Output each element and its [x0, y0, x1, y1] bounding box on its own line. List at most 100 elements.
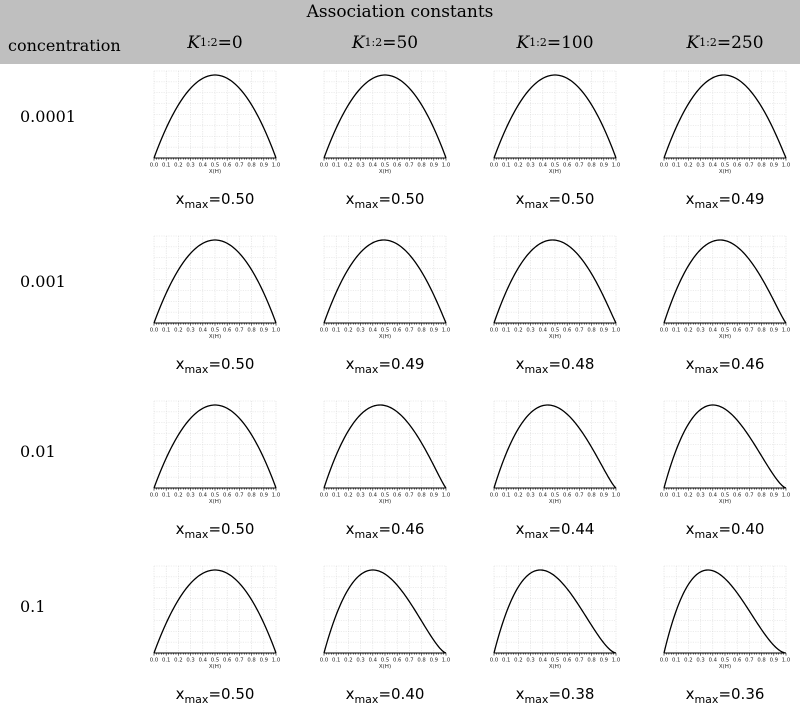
x-tick-label: 0.7 — [405, 658, 413, 664]
x-tick-label: 0.5 — [551, 328, 559, 334]
x-axis-label: X(H) — [549, 334, 561, 340]
xmax-value: 0.50 — [391, 190, 425, 208]
x-tick-label: 0.5 — [551, 493, 559, 499]
plot-svg: 0.0 0.1 0.2 0.3 0.4 0.5 0.6 0.7 0.8 0.9 1.0 X(H) — [490, 70, 621, 175]
xmax-subscript: max — [694, 363, 719, 376]
x-axis-label: X(H) — [549, 499, 561, 505]
x-tick-label: 0.3 — [186, 163, 194, 169]
x-tick-label: 0.1 — [502, 328, 510, 334]
xmax-label: xmax=0.50 — [145, 685, 285, 706]
column-header: K1:2=250 — [665, 33, 785, 53]
x-tick-label: 0.6 — [733, 328, 742, 334]
header-band: Association constants concentration K1:2… — [0, 0, 800, 64]
x-tick-label: 0.1 — [162, 493, 170, 499]
xmax-symbol: x — [175, 355, 185, 373]
x-tick-label: 0.1 — [672, 658, 680, 664]
xmax-equals: = — [718, 520, 732, 538]
plot-svg: 0.0 0.1 0.2 0.3 0.4 0.5 0.6 0.7 0.8 0.9 1.0 X(H) — [490, 235, 621, 340]
x-tick-label: 0.1 — [332, 658, 340, 664]
data-curve — [153, 239, 277, 324]
x-tick-label: 0.0 — [320, 163, 329, 169]
x-tick-label: 0.1 — [502, 658, 510, 664]
x-tick-label: 0.9 — [770, 493, 778, 499]
k-superscript: 1:2 — [364, 36, 383, 49]
x-tick-label: 0.2 — [684, 163, 692, 169]
x-tick-label: 0.7 — [575, 328, 583, 334]
k-value: =0 — [217, 33, 243, 53]
x-tick-label: 0.6 — [393, 328, 402, 334]
k-symbol: K — [351, 33, 365, 53]
x-tick-label: 0.8 — [757, 493, 766, 499]
data-curve — [663, 74, 787, 159]
plot-panel: 0.0 0.1 0.2 0.3 0.4 0.5 0.6 0.7 0.8 0.9 1.0 X(H) — [485, 231, 625, 345]
x-tick-label: 0.3 — [526, 493, 534, 499]
x-tick-label: 1.0 — [612, 163, 621, 169]
x-tick-label: 0.4 — [199, 658, 208, 664]
xmax-symbol: x — [515, 520, 525, 538]
x-tick-label: 0.4 — [369, 328, 378, 334]
x-tick-label: 0.9 — [770, 163, 778, 169]
gridlines — [153, 400, 277, 489]
gridlines — [663, 70, 787, 159]
xmax-equals: = — [208, 355, 222, 373]
x-tick-label: 0.8 — [587, 658, 596, 664]
x-tick-label: 0.3 — [696, 658, 704, 664]
xmax-label: xmax=0.36 — [655, 685, 795, 706]
x-tick-label: 0.2 — [174, 658, 182, 664]
x-tick-label: 0.4 — [369, 493, 378, 499]
x-tick-label: 0.7 — [235, 163, 243, 169]
xmax-symbol: x — [345, 355, 355, 373]
x-axis-label: X(H) — [379, 334, 391, 340]
x-tick-label: 0.2 — [684, 493, 692, 499]
x-tick-label: 1.0 — [612, 493, 621, 499]
x-tick-label: 1.0 — [782, 493, 791, 499]
x-tick-label: 0.2 — [684, 328, 692, 334]
x-axis-label: X(H) — [379, 499, 391, 505]
x-tick-label: 1.0 — [272, 658, 281, 664]
x-tick-label: 0.2 — [514, 493, 522, 499]
x-tick-label: 0.7 — [745, 658, 753, 664]
x-tick-label: 1.0 — [782, 328, 791, 334]
x-tick-label: 1.0 — [272, 163, 281, 169]
k-symbol: K — [187, 33, 200, 53]
data-curve — [153, 74, 277, 159]
plot-panel: 0.0 0.1 0.2 0.3 0.4 0.5 0.6 0.7 0.8 0.9 1.0 X(H) — [315, 396, 455, 510]
x-tick-label: 0.7 — [405, 328, 413, 334]
x-tick-label: 0.7 — [575, 163, 583, 169]
x-tick-label: 0.4 — [369, 163, 378, 169]
column-header: K1:2=50 — [325, 33, 445, 53]
x-axis-label: X(H) — [719, 664, 731, 670]
xmax-value: 0.49 — [391, 355, 425, 373]
gridlines — [493, 565, 617, 654]
x-tick-label: 0.5 — [381, 328, 389, 334]
x-tick-label: 0.0 — [490, 328, 499, 334]
plot-panel: 0.0 0.1 0.2 0.3 0.4 0.5 0.6 0.7 0.8 0.9 1.0 X(H) — [145, 561, 285, 675]
plot-panel: 0.0 0.1 0.2 0.3 0.4 0.5 0.6 0.7 0.8 0.9 1.0 X(H) — [485, 561, 625, 675]
x-tick-label: 0.4 — [709, 493, 718, 499]
x-tick-label: 0.2 — [344, 658, 352, 664]
xmax-symbol: x — [515, 685, 525, 703]
xmax-subscript: max — [524, 693, 549, 706]
xmax-equals: = — [208, 190, 222, 208]
xmax-symbol: x — [685, 685, 695, 703]
xmax-symbol: x — [515, 190, 525, 208]
xmax-label: xmax=0.40 — [655, 520, 795, 541]
xmax-subscript: max — [524, 528, 549, 541]
x-tick-label: 0.0 — [320, 493, 329, 499]
x-tick-label: 0.5 — [381, 658, 389, 664]
xmax-symbol: x — [685, 355, 695, 373]
data-curve — [323, 239, 447, 324]
gridlines — [323, 400, 447, 489]
xmax-subscript: max — [694, 693, 719, 706]
column-header: K1:2=100 — [495, 33, 615, 53]
x-tick-label: 0.9 — [600, 493, 608, 499]
x-tick-label: 0.7 — [235, 658, 243, 664]
xmax-label: xmax=0.50 — [145, 520, 285, 541]
x-tick-label: 0.3 — [186, 658, 194, 664]
x-tick-label: 0.8 — [587, 328, 596, 334]
x-tick-label: 0.4 — [199, 493, 208, 499]
x-tick-label: 0.1 — [502, 493, 510, 499]
xmax-value: 0.46 — [391, 520, 425, 538]
concentration-label: 0.001 — [20, 272, 66, 291]
x-tick-label: 0.3 — [186, 328, 194, 334]
